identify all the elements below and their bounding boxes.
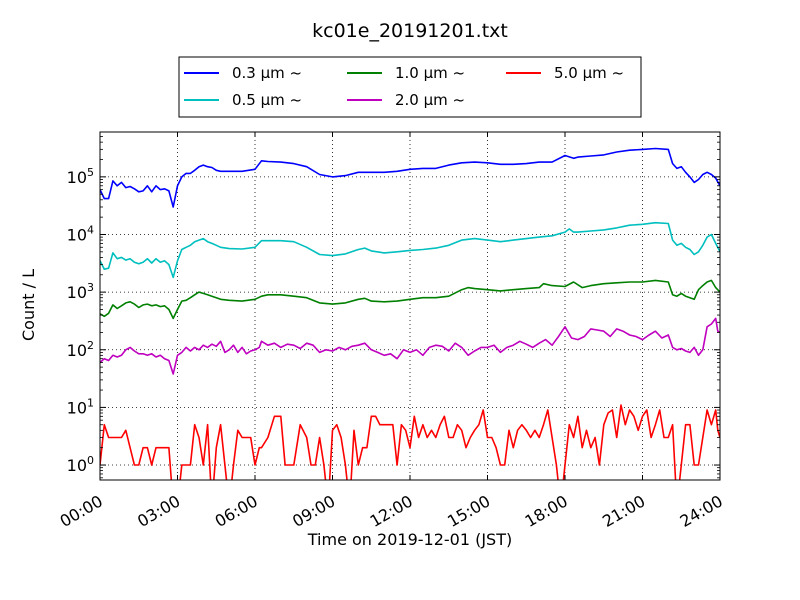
y-tick-label: 105 [67, 166, 94, 187]
x-tick-label: 24:00 [677, 491, 726, 531]
x-tick-label: 03:00 [134, 491, 183, 531]
y-tick-label: 102 [67, 339, 94, 360]
legend-label-2: 1.0 μm ~ [395, 64, 465, 82]
series-line-0 [100, 147, 720, 208]
y-tick-label: 101 [67, 396, 94, 417]
chart-title: kc01e_20191201.txt [312, 20, 508, 42]
series-group [100, 147, 720, 480]
legend-label-0: 0.3 μm ~ [232, 64, 302, 82]
x-tick-label: 21:00 [599, 491, 648, 531]
x-tick-label: 12:00 [367, 491, 416, 531]
y-tick-label: 100 [67, 454, 94, 475]
ticks: 00:00 03:00 06:00 09:00 12:00 15:00 18:00 21:00… [57, 131, 726, 531]
y-tick-label: 104 [67, 223, 94, 244]
legend-box [178, 56, 642, 118]
x-tick-label: 15:00 [444, 491, 493, 531]
x-tick-label: 00:00 [57, 491, 106, 531]
legend-label-1: 0.5 μm ~ [232, 91, 302, 109]
series-line-3 [100, 317, 720, 375]
y-axis-label: Count / L [19, 269, 38, 341]
x-tick-label: 18:00 [522, 491, 571, 531]
grid [99, 132, 721, 480]
series-line-4 [100, 404, 720, 480]
x-axis-label: Time on 2019-12-01 (JST) [307, 530, 512, 549]
x-tick-label: 09:00 [289, 491, 338, 531]
legend-label-3: 2.0 μm ~ [395, 91, 465, 109]
legend: 0.3 μm ~ 0.5 μm ~ 1.0 μm ~ 2.0 μm ~ 5.0 μm ~ [178, 56, 642, 118]
legend-label-4: 5.0 μm ~ [554, 64, 624, 82]
series-line-1 [100, 221, 720, 279]
series-line-2 [100, 279, 720, 320]
x-tick-label: 06:00 [212, 491, 261, 531]
y-tick-label: 103 [67, 281, 94, 302]
